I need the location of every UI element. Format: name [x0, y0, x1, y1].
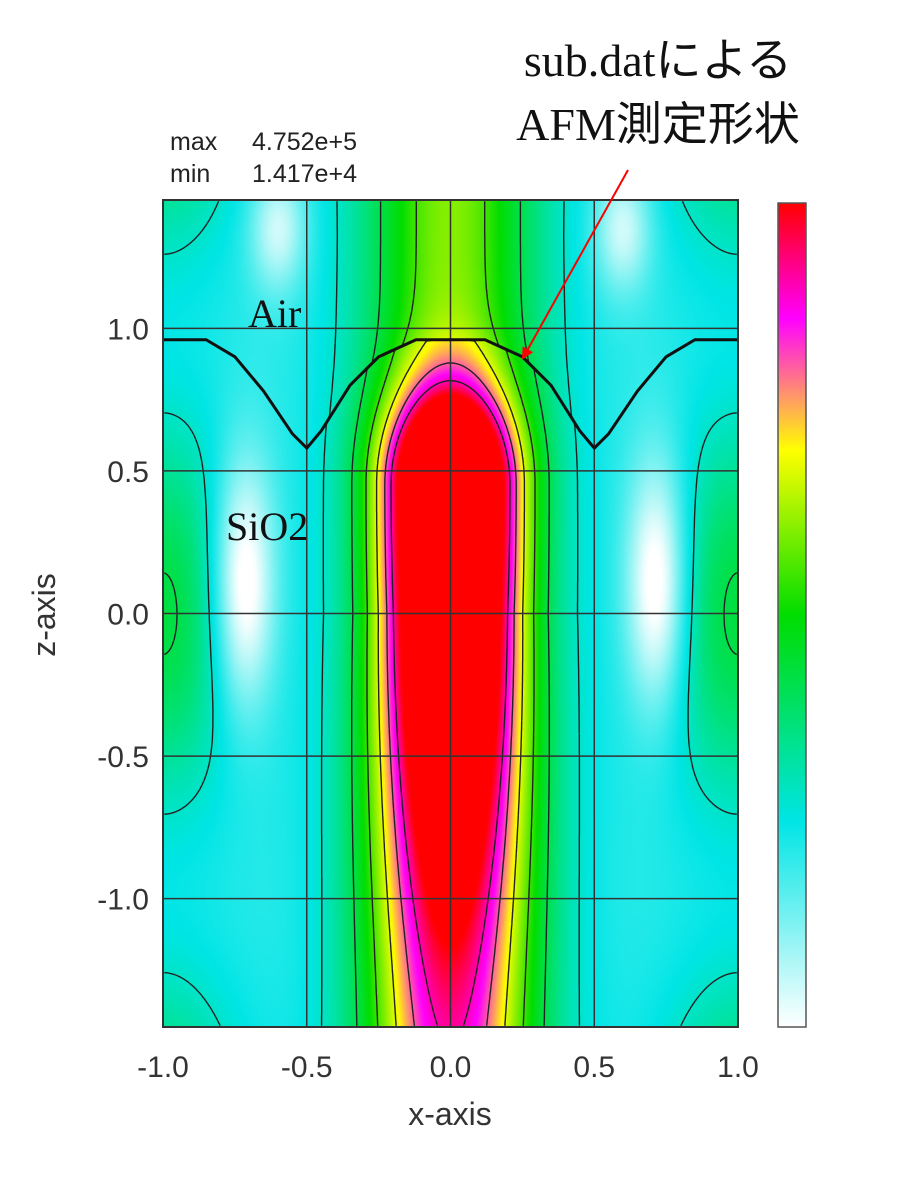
min-label: min: [170, 160, 210, 188]
contour-level-2: [163, 201, 738, 1026]
y-tick-label: -0.5: [97, 741, 149, 774]
contour-level-3: [365, 201, 536, 1026]
callout-line-1: sub.datによる: [524, 35, 792, 86]
max-label: max: [170, 128, 218, 156]
surface-profile-line: [163, 338, 738, 451]
x-axis-title: x-axis: [408, 1096, 492, 1132]
y-tick-label: -1.0: [97, 884, 149, 917]
max-value: 4.752e+5: [252, 128, 357, 156]
plot-area: [162, 199, 739, 1028]
x-tick-label: 1.0: [717, 1051, 759, 1084]
y-tick-labels: 1.0 0.5 0.0 -0.5 -1.0: [97, 313, 149, 916]
callout-arrow: [522, 169, 629, 360]
x-tick-label: 0.5: [573, 1051, 615, 1084]
plot-frame: [162, 199, 739, 1028]
contour-level-6: [390, 380, 511, 1027]
callout-line-2: AFM測定形状: [516, 99, 800, 150]
x-tick-label: -1.0: [137, 1051, 189, 1084]
colorbar: [777, 202, 807, 1028]
x-tick-label: -0.5: [281, 1051, 333, 1084]
x-tick-label: 0.0: [430, 1051, 472, 1084]
min-value: 1.417e+4: [252, 160, 357, 188]
sio2-label: SiO2: [226, 504, 308, 549]
contour-level-5: [384, 362, 517, 1026]
contour-level-1: [164, 200, 737, 1027]
contour-lines: [163, 200, 738, 1027]
y-tick-label: 0.0: [107, 599, 149, 632]
y-axis-title: z-axis: [26, 573, 62, 657]
y-tick-label: 1.0: [107, 313, 149, 346]
x-tick-labels: -1.0 -0.5 0.0 0.5 1.0: [137, 1051, 759, 1084]
air-label: Air: [248, 291, 301, 336]
y-tick-label: 0.5: [107, 456, 149, 489]
